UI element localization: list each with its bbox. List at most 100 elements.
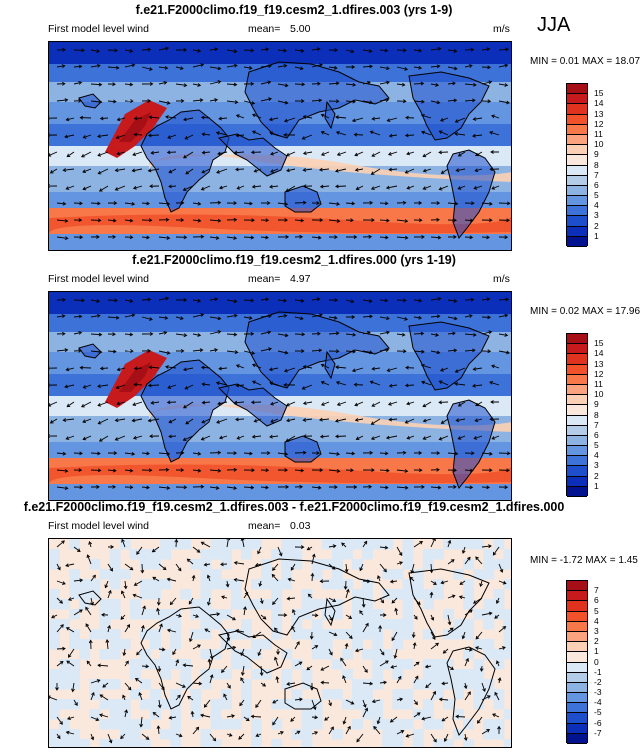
wind-vector xyxy=(81,151,92,158)
mean-value: 4.97 xyxy=(290,273,311,285)
wind-vector-head xyxy=(435,333,439,337)
wind-vector-head xyxy=(79,365,84,370)
wind-vector-head xyxy=(249,451,253,456)
wind-vector-head xyxy=(504,313,509,318)
difference-cell xyxy=(372,629,384,640)
difference-cell xyxy=(382,569,394,580)
colorbar-swatch xyxy=(567,334,587,345)
wind-vector-head xyxy=(201,382,206,387)
wind-vector-head xyxy=(437,296,442,301)
wind-vector-head xyxy=(200,484,205,489)
wind-vector xyxy=(226,236,237,239)
colorbar-swatch xyxy=(567,415,587,426)
wind-vector xyxy=(158,624,163,633)
wind-vector-head xyxy=(82,135,87,139)
wind-vector-head xyxy=(416,601,421,606)
wind-vector-head xyxy=(182,187,187,192)
wind-vector-head xyxy=(107,624,111,629)
wind-vector xyxy=(260,236,269,239)
wind-vector xyxy=(362,65,373,68)
wind-vector xyxy=(477,716,483,724)
wind-vector xyxy=(158,350,170,354)
wind-vector xyxy=(447,452,458,455)
wind-vector xyxy=(345,350,356,353)
difference-cell xyxy=(59,599,71,610)
wind-vector xyxy=(320,435,330,438)
wind-vector xyxy=(117,117,126,121)
wind-vector-head xyxy=(489,381,493,385)
wind-vector-head xyxy=(265,485,269,490)
wind-vector xyxy=(226,486,237,489)
difference-cell xyxy=(311,709,323,720)
wind-vector-head xyxy=(274,627,278,632)
wind-vector-head xyxy=(190,710,195,715)
wind-vector-head xyxy=(255,733,260,737)
wind-vector-head xyxy=(66,660,71,665)
wind-vector-head xyxy=(284,468,289,472)
difference-cell xyxy=(59,659,71,670)
wind-vector-head xyxy=(404,469,409,473)
colorbar-swatch xyxy=(567,344,587,355)
wind-vector-head xyxy=(147,98,152,103)
difference-cell xyxy=(220,699,232,710)
difference-cell xyxy=(271,589,283,600)
difference-cell xyxy=(220,609,232,620)
difference-cell xyxy=(362,699,374,710)
wind-vector-head xyxy=(233,299,238,304)
wind-vector-head xyxy=(351,368,356,373)
coastline xyxy=(78,343,102,359)
wind-vector xyxy=(219,117,228,120)
wind-vector-head xyxy=(120,590,125,595)
wind-vector xyxy=(362,665,368,673)
difference-cell xyxy=(493,609,505,620)
wind-vector-head xyxy=(452,331,456,336)
mean-label: mean= xyxy=(248,273,281,285)
wind-vector-head xyxy=(233,451,238,456)
wind-vector xyxy=(406,733,415,737)
wind-vector xyxy=(270,401,279,405)
wind-vector xyxy=(183,151,194,159)
wind-vector-head xyxy=(458,595,463,600)
difference-cell xyxy=(382,619,394,630)
wind-vector xyxy=(56,661,64,667)
wind-vector-head xyxy=(455,418,460,423)
difference-cell xyxy=(463,599,475,610)
wind-vector-head xyxy=(369,314,373,319)
wind-vector-head xyxy=(331,566,336,570)
wind-vector xyxy=(83,384,92,389)
difference-cell xyxy=(372,539,384,550)
difference-cell xyxy=(493,659,505,670)
wind-vector xyxy=(345,614,352,619)
colorbar-tick-label: 8 xyxy=(594,409,599,420)
difference-cell xyxy=(291,539,303,550)
wind-vector xyxy=(345,299,354,303)
difference-cell xyxy=(412,579,424,590)
wind-vector-head xyxy=(177,567,182,572)
wind-vector-head xyxy=(441,717,446,722)
wind-vector xyxy=(379,563,387,572)
wind-vector-head xyxy=(233,561,238,565)
wind-vector xyxy=(272,597,279,605)
wind-vector xyxy=(243,100,255,104)
wind-vector-head xyxy=(62,47,66,52)
wind-vector-head xyxy=(371,366,376,371)
wind-vector xyxy=(158,66,168,69)
wind-vector-head xyxy=(139,723,144,728)
wind-vector xyxy=(237,435,245,440)
wind-vector xyxy=(56,624,64,633)
colorbar-swatch xyxy=(567,165,587,176)
wind-vector-head xyxy=(90,601,94,606)
wind-vector-head xyxy=(473,332,477,337)
wind-vector-head xyxy=(82,186,87,191)
wind-vector xyxy=(132,151,143,156)
wind-vector-head xyxy=(197,333,202,337)
wind-vector-head xyxy=(129,218,134,223)
difference-cell xyxy=(483,619,495,630)
wind-vector-head xyxy=(250,150,255,155)
wind-vector-head xyxy=(371,153,376,157)
wind-vector-head xyxy=(235,133,240,138)
difference-cell xyxy=(49,589,60,600)
wind-vector xyxy=(97,401,109,407)
wind-vector-head xyxy=(461,635,466,640)
wind-vector xyxy=(170,597,177,605)
